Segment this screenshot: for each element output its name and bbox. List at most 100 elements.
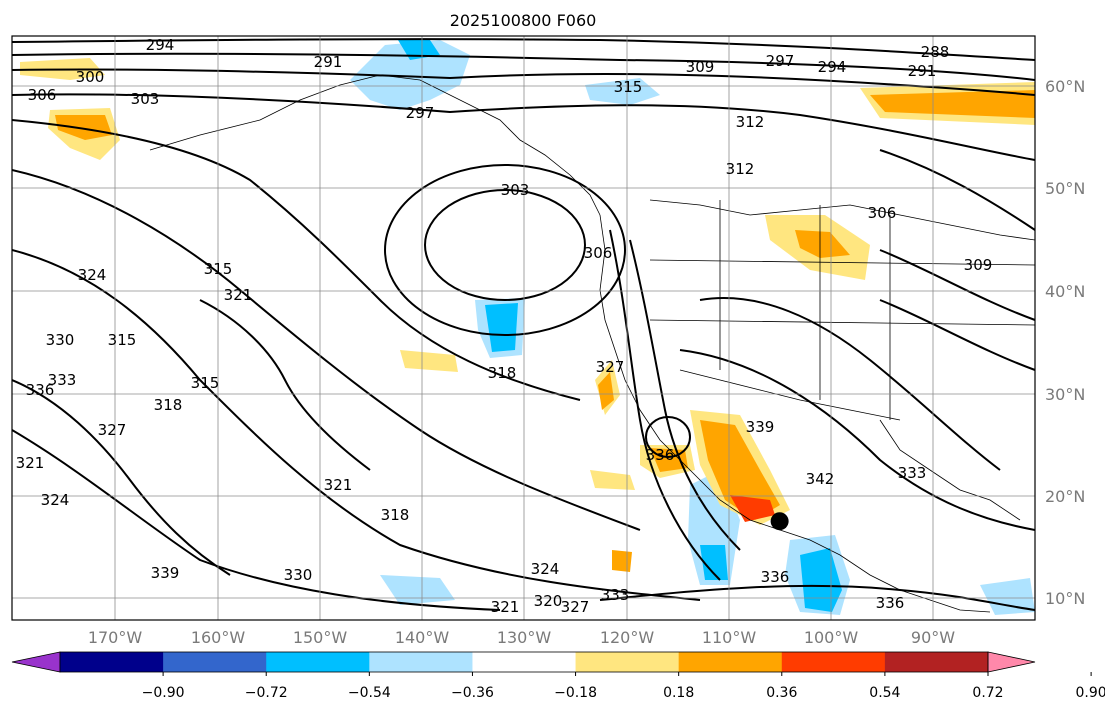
contour-label: 312 — [726, 160, 755, 178]
contour-label: 336 — [646, 446, 675, 464]
contour-label: 303 — [501, 181, 530, 199]
lon-label: 130°W — [497, 628, 552, 647]
contour-7 — [12, 249, 701, 601]
lon-label: 170°W — [88, 628, 143, 647]
colorbar-tick-label: 0.36 — [766, 685, 797, 701]
shade-light-blue-1 — [350, 40, 470, 110]
lon-label: 160°W — [191, 628, 246, 647]
colorbar-tick-label: −0.72 — [245, 685, 288, 701]
colorbar-tick-label: 0.90 — [1076, 685, 1105, 701]
contour-18 — [599, 584, 1035, 611]
contour-label: 330 — [46, 331, 75, 349]
location-marker — [770, 512, 789, 531]
colorbar-ticks: −0.90 −0.72 −0.54 −0.36 −0.18 0.18 0.36 0.54 0.7… — [142, 672, 1105, 701]
shade-yellow-7 — [590, 470, 635, 490]
shade-blue-2 — [800, 548, 842, 612]
lon-label: 150°W — [293, 628, 348, 647]
contour-12 — [679, 349, 1035, 531]
contour-label: 315 — [204, 260, 233, 278]
colorbar-tick-label: −0.36 — [451, 685, 494, 701]
contour-label: 336 — [761, 568, 790, 586]
colorbar-bin — [369, 652, 473, 672]
contour-2 — [12, 52, 1035, 81]
contour-label: 297 — [766, 52, 795, 70]
contour-vortex — [645, 416, 691, 458]
colorbar — [11, 651, 1036, 673]
contour-label: 327 — [596, 358, 625, 376]
shade-blue-1 — [485, 303, 518, 352]
colorbar-bin — [678, 652, 783, 672]
contour-label: 333 — [898, 464, 927, 482]
contour-15 — [879, 299, 1035, 371]
contour-label: 318 — [154, 396, 183, 414]
contour-label: 339 — [151, 564, 180, 582]
lat-label: 30°N — [1045, 385, 1085, 404]
shade-orange-3 — [795, 230, 850, 258]
colorbar-bin — [472, 652, 577, 672]
contour-label: 324 — [531, 560, 560, 578]
contour-label: 309 — [964, 256, 993, 274]
contour-label: 306 — [584, 244, 613, 262]
map-title: 2025100800 F060 — [450, 11, 597, 30]
lat-label: 40°N — [1045, 282, 1085, 301]
colorbar-extend-min — [11, 651, 61, 673]
contour-label: 318 — [381, 506, 410, 524]
lon-label: 110°W — [702, 628, 757, 647]
contour-label: 324 — [78, 266, 107, 284]
contour-label: 303 — [131, 90, 160, 108]
contour-label: 291 — [314, 53, 343, 71]
contour-label: 330 — [284, 566, 313, 584]
lon-label: 120°W — [600, 628, 655, 647]
colorbar-bin — [266, 652, 370, 672]
contour-3 — [12, 68, 1035, 96]
contour-9 — [609, 229, 721, 581]
contour-label: 315 — [614, 78, 643, 96]
map-border — [11, 35, 1036, 621]
map-content: 294 291 309 297 294 291 288 306 303 300 … — [12, 36, 1035, 620]
colorbar-tick-label: 0.54 — [869, 685, 900, 701]
colorbar-bin — [60, 652, 164, 672]
shade-orange-7 — [612, 550, 632, 572]
graticule — [12, 36, 1035, 620]
contour-label: 300 — [76, 68, 105, 86]
colorbar-tick-label: −0.54 — [348, 685, 391, 701]
colorbar-tick-label: 0.72 — [972, 685, 1003, 701]
contour-label: 336 — [26, 381, 55, 399]
shaded-anomalies — [20, 40, 1035, 615]
contour-label: 318 — [488, 364, 517, 382]
contour-low-outer — [384, 164, 626, 336]
colorbar-bin — [781, 652, 886, 672]
coastline-alaska — [149, 74, 601, 216]
colorbar-bin — [884, 652, 989, 672]
contour-label: 291 — [908, 62, 937, 80]
coastlines — [149, 74, 1035, 613]
contour-label: 333 — [601, 586, 630, 604]
contour-label: 315 — [191, 374, 220, 392]
contour-label: 321 — [16, 454, 45, 472]
contour-6 — [12, 169, 641, 531]
contour-1 — [12, 38, 1035, 61]
map-area — [12, 36, 1035, 620]
border-us-mexico — [679, 369, 901, 421]
contour-label: 336 — [876, 594, 905, 612]
contour-label: 342 — [806, 470, 835, 488]
contour-10 — [629, 239, 741, 551]
colorbar-bin — [163, 652, 267, 672]
contour-13 — [879, 149, 1035, 231]
lat-label: 60°N — [1045, 77, 1085, 96]
coastline-gulf — [879, 419, 1021, 521]
contour-label: 320 — [534, 592, 563, 610]
colorbar-tick-label: 0.18 — [663, 685, 694, 701]
lon-label: 140°W — [395, 628, 450, 647]
lat-label: 20°N — [1045, 487, 1085, 506]
contour-label: 297 — [406, 104, 435, 122]
shade-yellow-8 — [400, 350, 458, 372]
contour-label: 306 — [28, 86, 57, 104]
lon-label: 100°W — [804, 628, 859, 647]
lat-label: 10°N — [1045, 589, 1085, 608]
lat-label: 50°N — [1045, 179, 1085, 198]
contour-label: 327 — [98, 421, 127, 439]
contour-label: 306 — [868, 204, 897, 222]
shade-light-blue-2 — [585, 78, 660, 105]
